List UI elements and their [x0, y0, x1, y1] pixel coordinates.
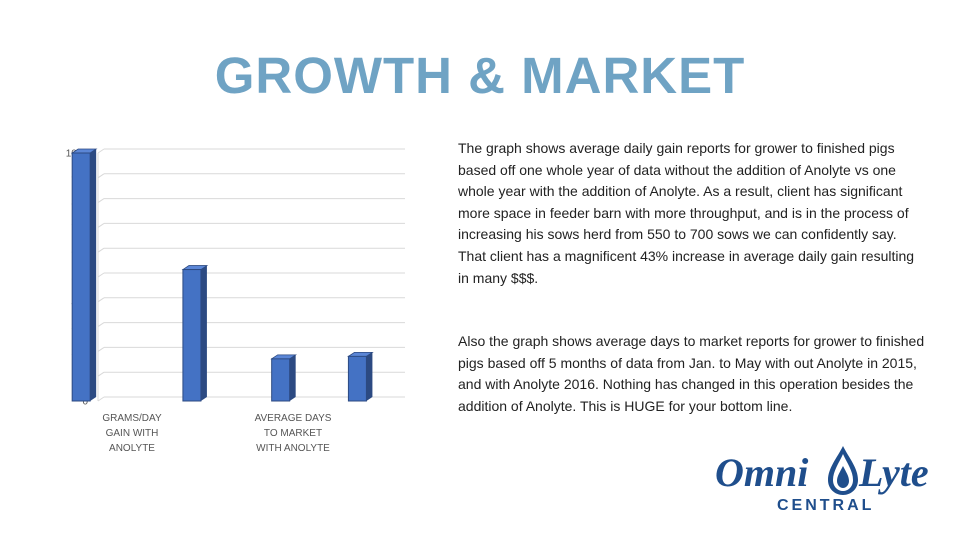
category-label: GAIN WITH: [106, 428, 159, 439]
page-title: GROWTH & MARKET: [214, 47, 746, 104]
bar-side: [90, 149, 97, 401]
gridline-depth: [97, 222, 105, 228]
water-drop-icon: [828, 446, 858, 495]
gridline-depth: [97, 173, 105, 179]
gridline-depth: [97, 148, 105, 154]
gridline-depth: [97, 346, 105, 352]
category-label: TO MARKET: [264, 428, 322, 439]
bar: [347, 351, 374, 402]
logo-lyte-text: Lyte: [858, 450, 929, 495]
gridline-depth: [97, 322, 105, 328]
bars: [70, 148, 374, 402]
logo-subtitle: CENTRAL: [777, 497, 874, 514]
bar-front: [347, 355, 367, 402]
omnilyte-central-logo: Omni Lyte CENTRAL: [715, 446, 929, 514]
bar-front: [71, 152, 91, 402]
gridline-depth: [97, 247, 105, 253]
bar-side: [366, 352, 373, 401]
bar-front: [271, 358, 291, 402]
logo-omni-text: Omni: [715, 450, 808, 495]
gridline-depth: [97, 198, 105, 204]
gridline-depth: [97, 272, 105, 278]
gridline-depth: [97, 371, 105, 377]
bar-side: [200, 265, 207, 401]
description-paragraph-gain: The graph shows average daily gain repor…: [458, 140, 915, 286]
category-label: GRAMS/DAY: [102, 413, 162, 424]
bar: [270, 354, 297, 402]
gridline-depth: [97, 396, 105, 402]
category-label: WITH ANOLYTE: [256, 443, 330, 454]
bar: [181, 265, 209, 402]
bar-side: [289, 354, 296, 401]
description-paragraph-market: Also the graph shows average days to mar…: [458, 333, 925, 414]
bar: [70, 148, 98, 402]
gridline-depth: [97, 297, 105, 303]
gridlines: [97, 148, 405, 402]
category-label: AVERAGE DAYS: [255, 413, 332, 424]
x-axis-category-labels: GRAMS/DAY GAIN WITH ANOLYTE AVERAGE DAYS TO …: [102, 413, 331, 454]
y-tick-label: 0: [82, 397, 88, 408]
bar-chart: 01002003004005006007008009001000 GRAMS/D…: [66, 148, 405, 454]
category-label: ANOLYTE: [109, 443, 155, 454]
bar-front: [182, 269, 202, 402]
